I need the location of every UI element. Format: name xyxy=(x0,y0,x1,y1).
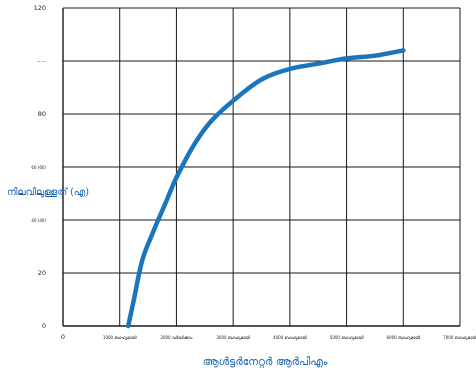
x-tick-labels: 0 1000 ബാഹ്യമായി 2000 വർദ്ധിക്കാം 3000 ബാഹ്… xyxy=(61,333,476,341)
y-tick-label: — — xyxy=(37,59,46,64)
grid xyxy=(62,7,461,327)
y-tick-label: 80 xyxy=(38,110,46,118)
y-tick-labels: 0 20 40 (40) 60 (60) 80 — — 120 xyxy=(31,4,46,330)
y-tick-label: 60 (60) xyxy=(31,165,46,170)
x-tick-label: 1000 ബാഹ്യമായി xyxy=(103,335,137,341)
x-tick-label: 5000 ബാഹ്യമായി xyxy=(330,335,364,341)
x-tick-label: 2000 വർദ്ധിക്കാം xyxy=(160,335,192,340)
x-tick-label: 0 xyxy=(61,333,65,341)
y-tick-label: 0 xyxy=(42,322,46,330)
y-tick-label: 40 (40) xyxy=(31,218,46,223)
x-axis-title: ആൾട്ടർനേറ്റർ ആർപിഎം xyxy=(203,356,328,369)
x-tick-label: 7000 ബാഹ്യമായി xyxy=(443,335,476,341)
x-tick-label: 3000 ബാഹ്യമായി xyxy=(216,335,250,341)
series-line xyxy=(125,48,406,329)
y-axis-title: നിലവിലുള്ളത് (എ) xyxy=(7,186,89,198)
y-tick-label: 20 xyxy=(38,269,46,277)
x-tick-label: 4000 ബാഹ്യമായി xyxy=(273,335,307,341)
y-tick-label: 120 xyxy=(34,4,46,12)
x-tick-label: 6000 ബാഹ്യമായി xyxy=(387,335,421,341)
